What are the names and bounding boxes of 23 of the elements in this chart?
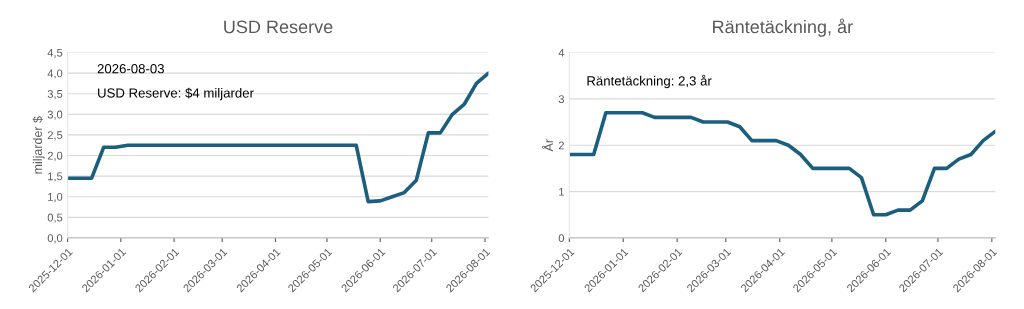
y-tick-label: 2,0 <box>47 151 63 161</box>
y-tick-label: 3,0 <box>47 110 63 120</box>
y-tick-label: 2 <box>558 141 564 150</box>
chart-title: Räntetäckning, år <box>713 18 853 37</box>
line-series <box>569 110 996 217</box>
chart-title: USD Reserve <box>224 20 333 34</box>
y-axis-title: År <box>541 139 553 152</box>
y-tick-label: 1 <box>559 187 564 196</box>
y-tick-label: 4,0 <box>47 69 63 79</box>
y-tick-label: 3 <box>558 95 564 104</box>
y-tick-label: 1,0 <box>48 193 63 203</box>
y-tick-label: 3,5 <box>47 90 63 100</box>
y-tick-label: 2,5 <box>47 131 63 141</box>
y-tick-label: 4 <box>558 48 565 57</box>
y-tick-label: 0 <box>558 234 565 243</box>
y-tick-label: 0,5 <box>47 213 63 223</box>
y-axis-title: miljarder $ <box>32 116 45 174</box>
annotation: Räntetäckning: 2,3 år <box>587 74 712 89</box>
annotation: USD Reserve: $4 miljarder <box>98 87 254 101</box>
annotation: 2026-08-03 <box>97 64 164 74</box>
y-tick-label: 4,5 <box>47 48 63 58</box>
y-tick-label: 1,5 <box>48 172 63 182</box>
y-tick-label: 0,0 <box>47 234 63 244</box>
